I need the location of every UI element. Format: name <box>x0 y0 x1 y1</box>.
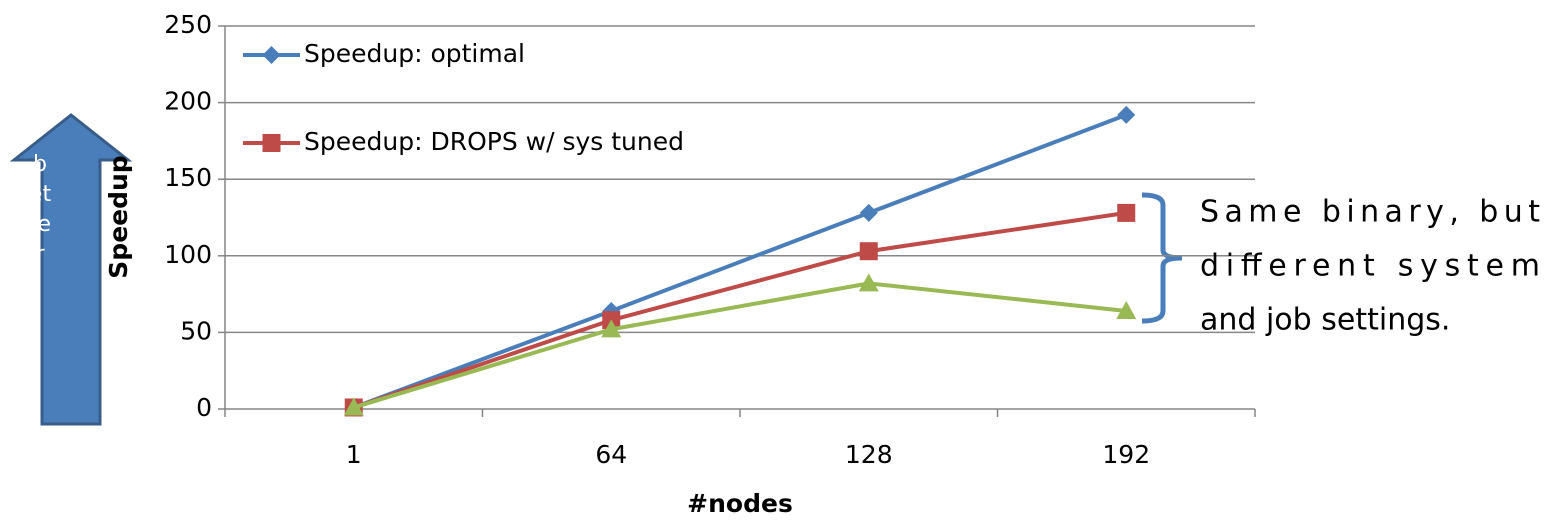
x-axis-label: #nodes <box>687 489 793 518</box>
marker <box>1117 105 1136 124</box>
marker <box>262 46 281 64</box>
arrow-label: better <box>28 152 52 267</box>
x-tick-label: 64 <box>595 440 627 469</box>
legend-label: Speedup: DROPS w/ sys tuned <box>304 127 684 156</box>
marker <box>858 273 879 292</box>
brace <box>1141 192 1183 324</box>
marker <box>1116 300 1137 319</box>
series-line <box>353 281 1127 410</box>
marker <box>1117 203 1136 222</box>
marker <box>262 134 281 152</box>
annotation: different system <box>1200 249 1540 284</box>
annotation: Same binary, but <box>1200 195 1540 230</box>
y-tick-label: 200 <box>164 87 212 116</box>
series-line <box>353 210 1127 410</box>
legend-label: Speedup: optimal <box>304 39 525 68</box>
y-tick-label: 150 <box>164 163 212 192</box>
x-tick-label: 1 <box>346 440 362 469</box>
marker <box>601 319 622 338</box>
y-tick-label: 250 <box>164 10 212 39</box>
x-tick-label: 128 <box>845 440 893 469</box>
marker <box>859 242 878 261</box>
y-tick-label: 100 <box>164 240 212 269</box>
y-tick-label: 0 <box>196 393 212 422</box>
better-arrow <box>9 113 133 426</box>
marker <box>859 203 878 222</box>
marker <box>343 397 364 416</box>
annotation: and job settings. <box>1200 303 1450 338</box>
y-tick-label: 50 <box>180 316 212 345</box>
series-line <box>353 112 1127 410</box>
y-axis-label: Speedup <box>104 155 133 278</box>
x-tick-label: 192 <box>1102 440 1150 469</box>
